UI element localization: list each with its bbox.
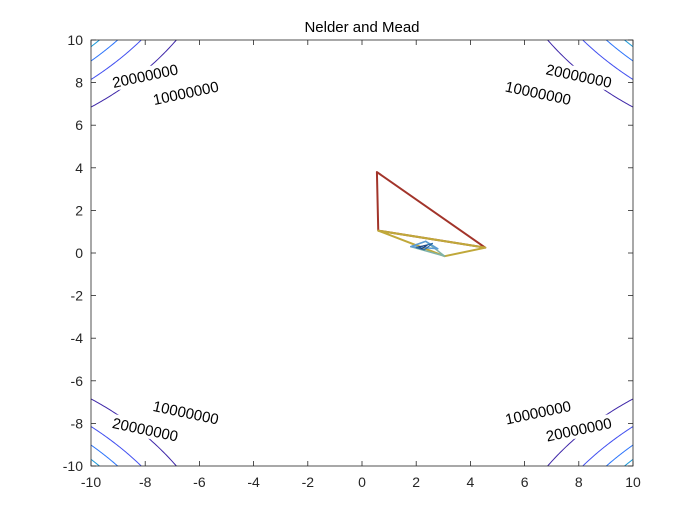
y-tick-label: -6 <box>71 373 84 389</box>
contour-line <box>624 40 633 48</box>
y-tick-label: 8 <box>75 75 83 91</box>
y-tick-label: -2 <box>71 288 84 304</box>
x-tick-label: 2 <box>412 474 420 490</box>
contour-line <box>91 40 119 62</box>
contour-line <box>91 426 142 466</box>
contour-line <box>605 444 633 466</box>
x-tick-label: -8 <box>139 474 152 490</box>
x-tick-label: 8 <box>575 474 583 490</box>
contour-label-background <box>541 413 616 446</box>
contour-label-background <box>108 413 183 446</box>
contour-line <box>91 444 119 466</box>
contour-label-background <box>541 59 616 92</box>
y-tick-label: 0 <box>75 245 83 261</box>
y-tick-label: -10 <box>63 458 83 474</box>
axis-ticks: -10 -8 -6 -4 -2 0 2 4 6 8 10 -10 -8 -6 -4 -2 0 2 4 6 8 10 <box>63 32 641 490</box>
contour-line <box>91 458 100 466</box>
y-tick-label: -8 <box>71 415 84 431</box>
simplex-triangle <box>377 229 487 258</box>
y-tick-label: 6 <box>75 117 83 133</box>
contour-label-background <box>148 77 223 109</box>
x-tick-label: 0 <box>358 474 366 490</box>
contour-line <box>582 40 633 80</box>
simplex-triangle <box>418 245 428 250</box>
contour-line <box>91 40 100 48</box>
y-tick-label: -4 <box>71 330 84 346</box>
contour-label-background <box>148 396 223 429</box>
x-tick-label: -4 <box>247 474 260 490</box>
x-tick-label: -2 <box>302 474 315 490</box>
chart-title: Nelder and Mead <box>304 19 419 36</box>
contour-line <box>91 40 142 80</box>
x-tick-label: 6 <box>521 474 529 490</box>
contour-label-background <box>501 396 575 429</box>
contour-label-background <box>108 59 183 92</box>
x-tick-label: 4 <box>467 474 475 490</box>
x-tick-label: 10 <box>625 474 641 490</box>
y-tick-label: 2 <box>75 202 83 218</box>
x-tick-label: -10 <box>81 474 101 490</box>
contour-label-background <box>501 77 576 109</box>
contour-line <box>582 426 633 466</box>
simplex-paths <box>375 171 487 258</box>
x-tick-label: -6 <box>193 474 206 490</box>
y-tick-label: 10 <box>67 32 83 48</box>
y-tick-label: 4 <box>75 160 83 176</box>
contour-line <box>624 458 633 466</box>
contour-line <box>605 40 633 62</box>
